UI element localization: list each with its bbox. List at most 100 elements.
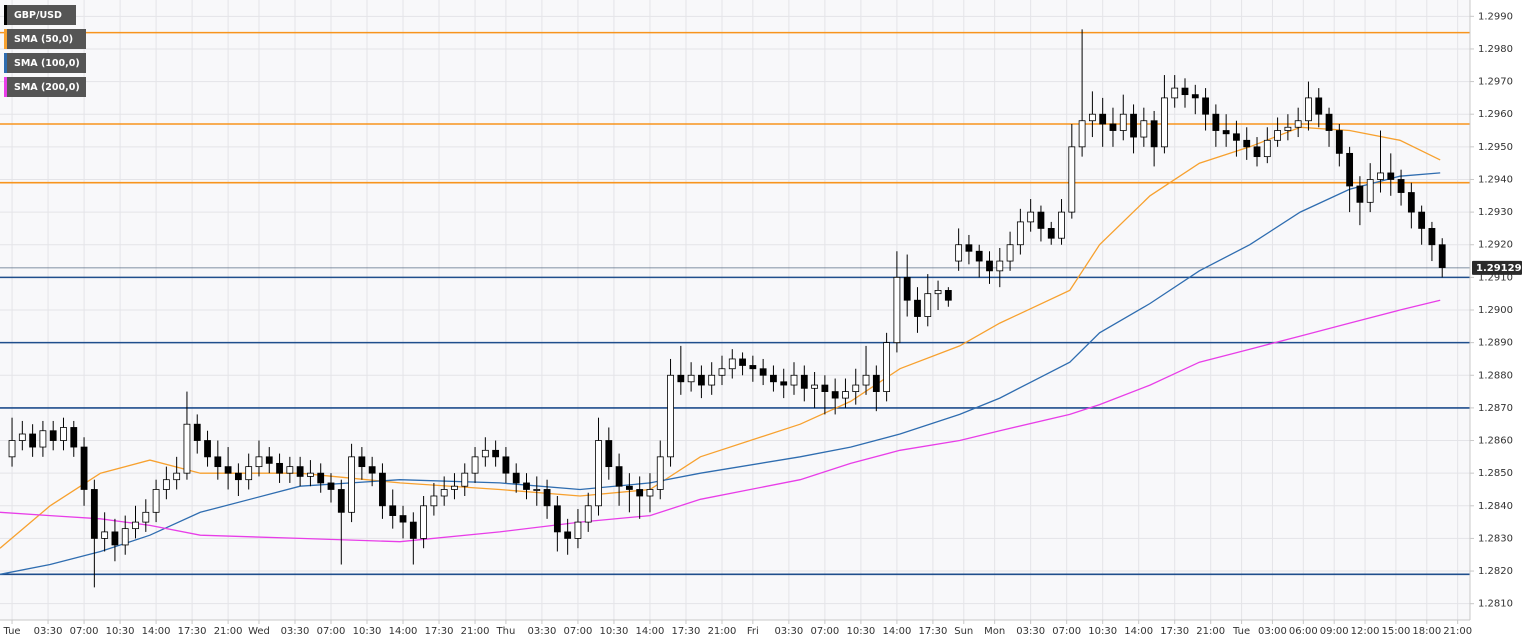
legend-swatch <box>4 53 7 73</box>
x-tick-label: 14:00 <box>142 626 171 637</box>
candle-body <box>1202 97 1209 115</box>
candle-body <box>1243 139 1251 148</box>
candle-body <box>8 440 16 458</box>
candle-body <box>842 391 849 399</box>
candle-body <box>533 489 541 491</box>
x-tick-label: 07:00 <box>317 626 346 637</box>
candle-body <box>965 244 973 252</box>
legend-label: GBP/USD <box>14 10 62 21</box>
candle-body <box>811 384 818 389</box>
candle-body <box>142 511 150 523</box>
candle-body <box>677 374 685 383</box>
candle-body <box>759 368 767 376</box>
candle-body <box>1078 120 1086 148</box>
candle-body <box>615 466 623 487</box>
x-tick-label: 10:30 <box>106 626 135 637</box>
candle-body <box>852 384 860 392</box>
x-tick-label: 21:00 <box>1443 626 1472 637</box>
candle-body <box>204 440 211 458</box>
candle-body <box>1253 146 1261 158</box>
candle-body <box>389 505 397 516</box>
x-tick-label: Fri <box>747 626 759 637</box>
candle-body <box>80 446 88 490</box>
legend-swatch <box>4 77 7 97</box>
candle-body <box>1212 113 1220 131</box>
candle-body <box>986 260 993 272</box>
candle-body <box>502 456 510 474</box>
candle-body <box>903 276 911 301</box>
y-tick-label: 1.2990 <box>1478 11 1513 22</box>
candle-body <box>1335 130 1343 154</box>
candle-body <box>29 433 37 448</box>
x-tick-label: 03:30 <box>528 626 557 637</box>
x-tick-label: 21:00 <box>1196 626 1225 637</box>
y-tick-label: 1.2960 <box>1478 109 1513 120</box>
y-tick-label: 1.2830 <box>1478 533 1513 544</box>
candle-body <box>1356 185 1364 203</box>
candle-body <box>1191 94 1199 99</box>
y-tick-label: 1.2900 <box>1478 305 1513 316</box>
candle-body <box>471 456 479 474</box>
x-tick-label: 14:00 <box>636 626 665 637</box>
x-tick-label: 07:00 <box>70 626 99 637</box>
candle-body <box>409 521 417 539</box>
candle-body <box>1140 120 1148 138</box>
candle-body <box>234 472 242 481</box>
candle-body <box>821 384 829 392</box>
candle-body <box>944 290 952 301</box>
candle-body <box>595 440 602 507</box>
x-tick-label: 17:30 <box>918 626 947 637</box>
candle-body <box>162 479 170 490</box>
candle-body <box>996 260 1004 272</box>
x-tick-label: 18:00 <box>1412 626 1441 637</box>
last-price-box <box>1472 260 1522 275</box>
candle-body <box>605 440 613 468</box>
candle-body <box>739 358 746 366</box>
legend-label: SMA (200,0) <box>14 82 80 93</box>
candle-body <box>1366 179 1374 203</box>
candle-body <box>543 489 551 507</box>
legend-label: SMA (100,0) <box>14 58 80 69</box>
candle-body <box>934 290 942 295</box>
candle-body <box>708 374 716 386</box>
y-tick-label: 1.2870 <box>1478 403 1513 414</box>
candle-body <box>831 391 839 399</box>
x-tick-label: 10:30 <box>353 626 382 637</box>
candle-body <box>1263 139 1271 158</box>
x-tick-label: 07:00 <box>1052 626 1081 637</box>
candle-body <box>1068 146 1076 213</box>
candle-body <box>101 531 109 539</box>
candle-body <box>893 276 901 344</box>
candle-body <box>656 456 664 490</box>
x-tick-label: Mon <box>984 626 1005 637</box>
sma-line <box>0 172 1441 575</box>
candle-body <box>698 374 705 386</box>
x-tick-label: 10:30 <box>846 626 875 637</box>
candle-body <box>173 472 181 481</box>
candle-body <box>1305 97 1312 122</box>
candle-body <box>1397 179 1405 193</box>
x-tick-label: 17:30 <box>1160 626 1189 637</box>
candle-body <box>90 489 98 539</box>
x-tick-label: 21:00 <box>214 626 243 637</box>
candle-body <box>625 485 633 490</box>
candle-body <box>862 374 870 386</box>
x-tick-label: 03:30 <box>281 626 310 637</box>
x-tick-label: 17:30 <box>178 626 207 637</box>
y-tick-label: 1.2810 <box>1478 599 1513 610</box>
candle-body <box>1181 87 1189 96</box>
legend-box <box>4 5 76 25</box>
candle-body <box>245 466 253 481</box>
x-tick-label: Sun <box>954 626 973 637</box>
candle-body <box>1171 87 1179 99</box>
y-tick-label: 1.2840 <box>1478 501 1513 512</box>
y-tick-label: 1.2920 <box>1478 240 1513 251</box>
candle-body <box>1006 244 1014 262</box>
x-tick-label: 15:00 <box>1382 626 1411 637</box>
legend-box <box>4 53 86 73</box>
candle-body <box>358 456 366 468</box>
candle-body <box>1294 120 1302 128</box>
candle-body <box>1438 244 1446 268</box>
candle-body <box>1058 211 1065 239</box>
